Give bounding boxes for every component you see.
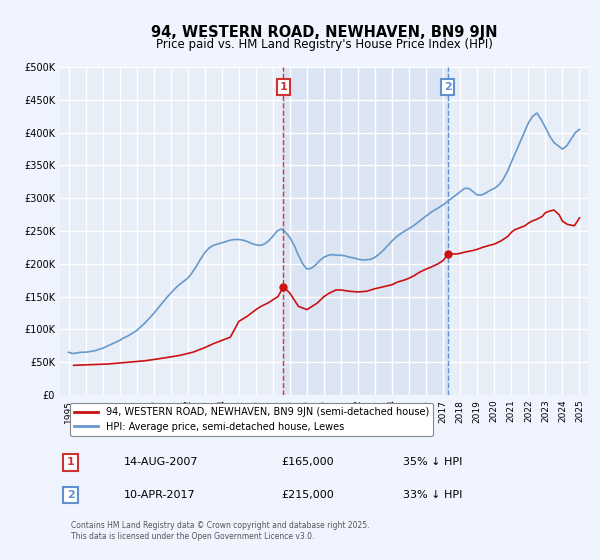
Bar <box>283 67 448 395</box>
Text: 10-APR-2017: 10-APR-2017 <box>124 490 195 500</box>
Text: 1: 1 <box>280 82 287 92</box>
Text: Price paid vs. HM Land Registry's House Price Index (HPI): Price paid vs. HM Land Registry's House … <box>155 38 493 50</box>
Text: 33% ↓ HPI: 33% ↓ HPI <box>403 490 463 500</box>
Text: Contains HM Land Registry data © Crown copyright and database right 2025.
This d: Contains HM Land Registry data © Crown c… <box>71 521 369 541</box>
Text: 94, WESTERN ROAD, NEWHAVEN, BN9 9JN: 94, WESTERN ROAD, NEWHAVEN, BN9 9JN <box>151 25 497 40</box>
Text: 35% ↓ HPI: 35% ↓ HPI <box>403 458 463 467</box>
Text: £215,000: £215,000 <box>282 490 335 500</box>
Legend: 94, WESTERN ROAD, NEWHAVEN, BN9 9JN (semi-detached house), HPI: Average price, s: 94, WESTERN ROAD, NEWHAVEN, BN9 9JN (sem… <box>70 403 433 436</box>
Text: 1: 1 <box>67 458 74 467</box>
Text: 2: 2 <box>67 490 74 500</box>
Text: 14-AUG-2007: 14-AUG-2007 <box>124 458 198 467</box>
Text: 2: 2 <box>444 82 452 92</box>
Text: £165,000: £165,000 <box>282 458 334 467</box>
